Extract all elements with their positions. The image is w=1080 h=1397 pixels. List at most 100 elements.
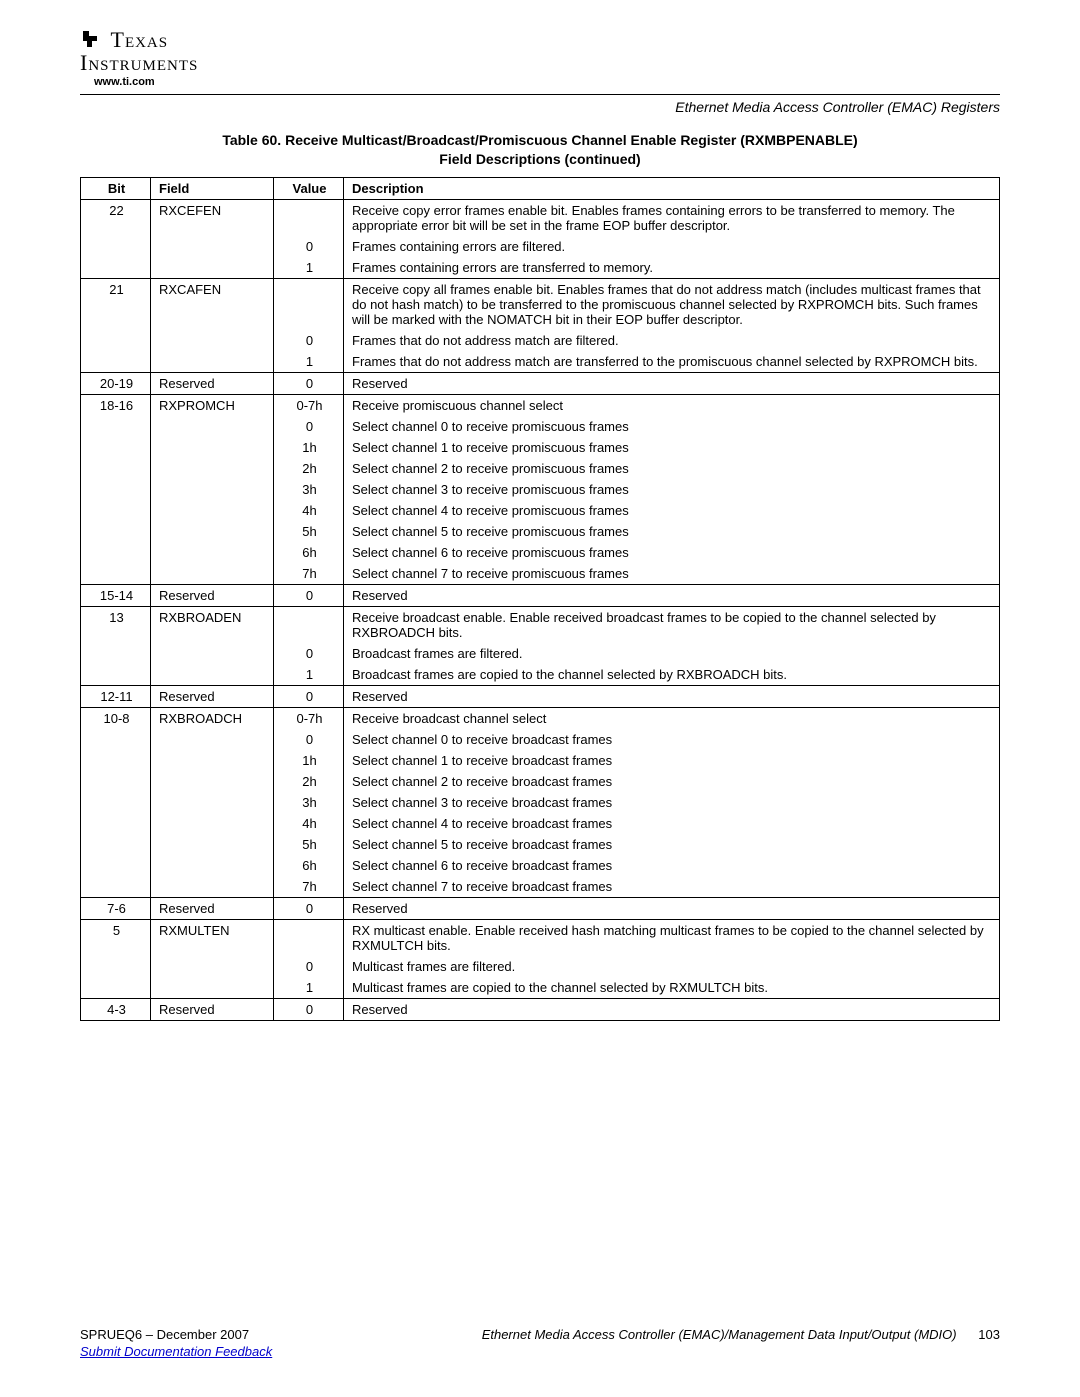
footer-mid: Ethernet Media Access Controller (EMAC)/… (482, 1327, 957, 1342)
cell-bit (81, 643, 151, 664)
cell-field (151, 458, 274, 479)
table-caption: Table 60. Receive Multicast/Broadcast/Pr… (80, 131, 1000, 169)
cell-field: RXBROADCH (151, 707, 274, 729)
cell-field (151, 813, 274, 834)
cell-description: Receive broadcast enable. Enable receive… (344, 606, 1000, 643)
cell-field (151, 771, 274, 792)
cell-bit (81, 416, 151, 437)
caption-line2: Field Descriptions (continued) (439, 151, 640, 167)
table-row: 6hSelect channel 6 to receive promiscuou… (81, 542, 1000, 563)
cell-bit: 5 (81, 919, 151, 956)
cell-description: Select channel 1 to receive broadcast fr… (344, 750, 1000, 771)
section-title: Ethernet Media Access Controller (EMAC) … (80, 99, 1000, 115)
cell-value: 5h (274, 521, 344, 542)
cell-value: 0 (274, 330, 344, 351)
cell-description: Receive promiscuous channel select (344, 394, 1000, 416)
table-row: 0Select channel 0 to receive promiscuous… (81, 416, 1000, 437)
table-row: 5RXMULTENRX multicast enable. Enable rec… (81, 919, 1000, 956)
logo-line1: Texas (111, 27, 169, 52)
col-field: Field (151, 177, 274, 199)
cell-bit: 10-8 (81, 707, 151, 729)
table-row: 0Select channel 0 to receive broadcast f… (81, 729, 1000, 750)
cell-value (274, 199, 344, 236)
table-row: 0Frames containing errors are filtered. (81, 236, 1000, 257)
cell-description: Frames that do not address match are fil… (344, 330, 1000, 351)
cell-value: 3h (274, 792, 344, 813)
cell-value: 0 (274, 416, 344, 437)
cell-description: Receive copy all frames enable bit. Enab… (344, 278, 1000, 330)
table-row: 7hSelect channel 7 to receive broadcast … (81, 876, 1000, 898)
table-row: 7hSelect channel 7 to receive promiscuou… (81, 563, 1000, 585)
cell-bit (81, 729, 151, 750)
cell-field (151, 416, 274, 437)
cell-field (151, 876, 274, 898)
cell-value: 1h (274, 750, 344, 771)
cell-bit (81, 479, 151, 500)
table-row: 13RXBROADENReceive broadcast enable. Ena… (81, 606, 1000, 643)
cell-value: 1 (274, 257, 344, 279)
cell-bit (81, 563, 151, 585)
cell-description: Select channel 6 to receive broadcast fr… (344, 855, 1000, 876)
cell-value: 5h (274, 834, 344, 855)
cell-bit (81, 542, 151, 563)
cell-bit: 4-3 (81, 998, 151, 1020)
table-row: 22RXCEFENReceive copy error frames enabl… (81, 199, 1000, 236)
cell-bit: 20-19 (81, 372, 151, 394)
cell-description: RX multicast enable. Enable received has… (344, 919, 1000, 956)
cell-field: RXCAFEN (151, 278, 274, 330)
cell-field (151, 643, 274, 664)
cell-value: 0 (274, 729, 344, 750)
cell-bit: 18-16 (81, 394, 151, 416)
cell-description: Frames that do not address match are tra… (344, 351, 1000, 373)
cell-value: 0 (274, 236, 344, 257)
cell-bit (81, 750, 151, 771)
cell-field (151, 236, 274, 257)
footer-feedback-link[interactable]: Submit Documentation Feedback (80, 1344, 272, 1359)
cell-description: Frames containing errors are transferred… (344, 257, 1000, 279)
table-row: 7-6Reserved0Reserved (81, 897, 1000, 919)
cell-bit: 7-6 (81, 897, 151, 919)
cell-description: Select channel 6 to receive promiscuous … (344, 542, 1000, 563)
cell-bit (81, 330, 151, 351)
register-table: Bit Field Value Description 22RXCEFENRec… (80, 177, 1000, 1021)
cell-field: RXPROMCH (151, 394, 274, 416)
cell-field (151, 542, 274, 563)
caption-line1: Table 60. Receive Multicast/Broadcast/Pr… (222, 132, 857, 148)
cell-description: Multicast frames are filtered. (344, 956, 1000, 977)
cell-value: 7h (274, 563, 344, 585)
table-header-row: Bit Field Value Description (81, 177, 1000, 199)
cell-description: Multicast frames are copied to the chann… (344, 977, 1000, 999)
table-row: 0Broadcast frames are filtered. (81, 643, 1000, 664)
cell-bit (81, 792, 151, 813)
cell-description: Reserved (344, 897, 1000, 919)
cell-value: 0 (274, 897, 344, 919)
cell-description: Reserved (344, 685, 1000, 707)
table-row: 1Frames containing errors are transferre… (81, 257, 1000, 279)
cell-value: 3h (274, 479, 344, 500)
cell-description: Select channel 0 to receive promiscuous … (344, 416, 1000, 437)
cell-bit: 22 (81, 199, 151, 236)
table-row: 12-11Reserved0Reserved (81, 685, 1000, 707)
cell-field (151, 479, 274, 500)
cell-description: Select channel 2 to receive promiscuous … (344, 458, 1000, 479)
cell-value: 0-7h (274, 707, 344, 729)
table-row: 2hSelect channel 2 to receive promiscuou… (81, 458, 1000, 479)
cell-bit (81, 813, 151, 834)
cell-field (151, 437, 274, 458)
table-row: 0Frames that do not address match are fi… (81, 330, 1000, 351)
table-row: 4hSelect channel 4 to receive promiscuou… (81, 500, 1000, 521)
table-row: 1Broadcast frames are copied to the chan… (81, 664, 1000, 686)
cell-field: Reserved (151, 584, 274, 606)
cell-description: Select channel 0 to receive broadcast fr… (344, 729, 1000, 750)
ti-url: www.ti.com (94, 76, 155, 88)
header-rule (80, 94, 1000, 95)
cell-description: Select channel 5 to receive promiscuous … (344, 521, 1000, 542)
cell-field (151, 834, 274, 855)
table-row: 20-19Reserved0Reserved (81, 372, 1000, 394)
table-row: 2hSelect channel 2 to receive broadcast … (81, 771, 1000, 792)
cell-bit: 13 (81, 606, 151, 643)
cell-description: Broadcast frames are copied to the chann… (344, 664, 1000, 686)
cell-description: Select channel 4 to receive broadcast fr… (344, 813, 1000, 834)
cell-bit (81, 236, 151, 257)
page: Texas Instruments www.ti.com Ethernet Me… (0, 0, 1080, 1397)
